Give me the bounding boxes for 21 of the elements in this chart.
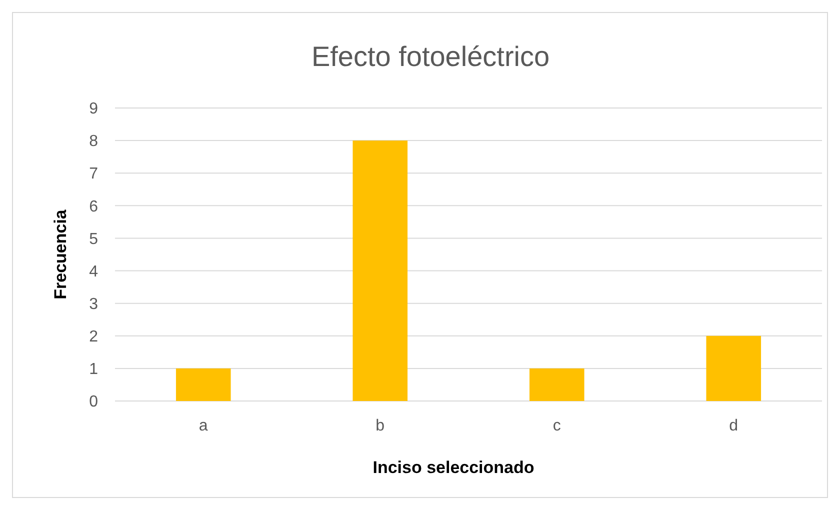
bar [176,368,231,401]
y-tick-label: 6 [89,198,98,216]
x-axis-title: Inciso seleccionado [372,458,534,477]
y-tick-label: 4 [89,263,98,280]
y-tick-label: 1 [89,361,98,378]
y-tick-label: 7 [89,166,98,183]
y-axis-title: Frecuencia [51,209,70,300]
y-tick-label: 2 [89,328,98,346]
y-tick-label: 9 [89,100,98,118]
x-tick-label: b [376,418,385,435]
x-tick-label: d [729,418,738,435]
x-tick-label: a [198,418,208,435]
y-tick-label: 8 [89,133,98,150]
chart-title: Efecto fotoeléctrico [311,41,550,72]
x-tick-label: c [552,418,561,435]
y-tick-label: 0 [89,394,98,411]
y-tick-label: 3 [89,296,98,313]
bar [352,140,408,401]
y-tick-label: 5 [89,230,98,248]
bar [529,368,584,401]
bar [706,336,762,401]
